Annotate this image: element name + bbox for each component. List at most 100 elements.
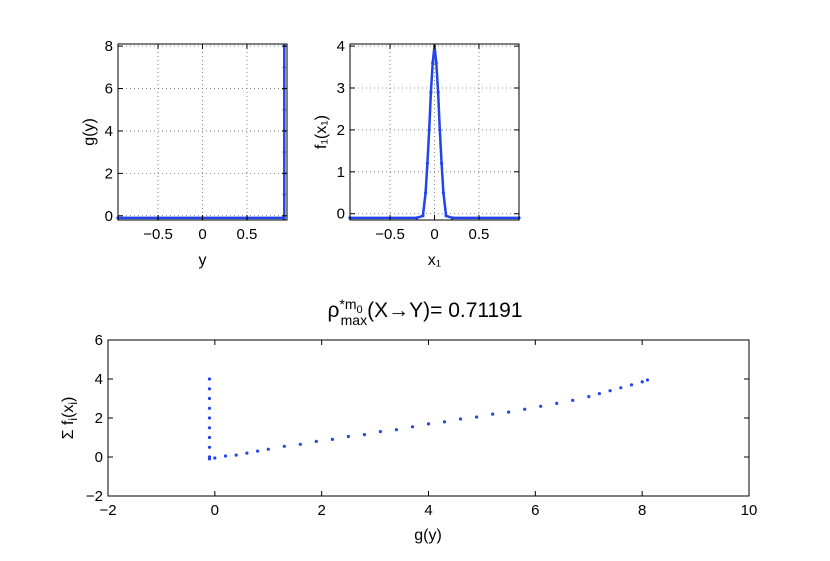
data-point [282,108,286,112]
data-point [362,433,366,437]
x-tick-label: 4 [424,502,432,519]
y-tick-label: 2 [95,410,103,427]
data-point [282,65,286,69]
data-point [436,90,440,94]
data-point [629,383,634,387]
y-tick-label: 3 [337,80,345,97]
data-point [434,61,438,65]
y-tick-label: 0 [95,449,103,466]
plot3-ticks: −2 0 2 4 6 8 10 −2 0 2 4 6 [86,332,757,519]
data-point [539,404,543,408]
plot3-ylabel: Σ fi(xi) [60,397,80,440]
data-point [555,401,559,405]
data-point [256,449,260,453]
data-point [298,442,302,446]
subplot-g-of-y: −0.5 0 0.5 0 2 4 6 8 y g(y) [81,38,288,269]
data-point [207,396,212,401]
data-point [458,417,463,421]
data-point [523,407,527,411]
data-point [619,386,623,390]
plot1-data-series [116,44,286,220]
data-point [378,430,382,434]
data-point [442,420,447,424]
plot1-ylabel: g(y) [81,118,98,146]
data-point [429,90,433,94]
y-tick-label: 0 [337,206,345,223]
data-point [330,437,334,441]
y-tick-label: 6 [105,81,113,98]
title-expression: (X→Y)= 0.71191 [367,299,522,322]
data-point [424,191,428,195]
data-point [394,428,398,432]
title-superscript-star-m: *m [339,296,356,312]
data-point [282,216,286,220]
x-tick-label: −0.5 [375,226,405,243]
data-point [645,378,650,382]
x-tick-label: 0.5 [237,226,258,243]
data-point [441,191,445,195]
plot1-xlabel: y [199,252,207,269]
series-line [118,46,286,220]
plot3-axes-box [107,339,750,497]
x-tick-label: −2 [99,502,116,519]
y-tick-label: 2 [337,122,345,139]
data-point [426,422,431,426]
data-point [282,150,286,154]
plot2-grid [350,44,519,220]
data-point [207,387,212,391]
title-sub-zero: 0 [357,304,363,316]
x-tick-label: 10 [741,502,758,519]
y-tick-label: 4 [105,123,113,140]
ylabel-sub-i-1: i [66,418,80,421]
data-point [346,434,350,439]
data-point [450,216,454,220]
data-point [410,425,415,429]
plot1-ticks: −0.5 0 0.5 0 2 4 6 8 [105,38,287,243]
x-tick-label: 2 [317,502,325,519]
y-tick-label: 0 [105,208,113,225]
y-tick-label: 2 [105,165,113,182]
plot2-xlabel: x₁ [428,252,441,269]
data-point [571,398,575,402]
data-point [421,214,425,218]
plot3-data-series [207,377,650,461]
data-point [597,392,602,396]
plot2-ylabel: f₁(x₁) [313,115,330,149]
data-point [608,389,612,393]
data-point [282,193,286,197]
title-rho: ρ [327,299,339,322]
data-point [207,435,212,440]
data-point [640,380,644,384]
data-point [207,426,212,430]
data-point [213,456,217,460]
y-tick-label: 4 [95,371,103,388]
x-tick-label: 6 [531,502,539,519]
data-point [207,445,212,449]
data-point [282,444,286,448]
y-tick-label: 6 [95,332,103,349]
plot3-xlabel: g(y) [414,527,442,544]
title-subscript-max: max [341,312,367,328]
data-point [587,395,591,399]
plot2-ticks: −0.5 0 0.5 0 1 2 3 4 [337,38,519,243]
plot1-grid [118,44,287,220]
y-tick-label: 4 [337,38,345,55]
data-point [207,457,212,461]
data-point [440,161,444,165]
subplot-f1-of-x1: −0.5 0 0.5 0 1 2 3 4 x₁ f₁(x₁) [313,38,521,269]
y-tick-label: 8 [105,38,113,55]
data-point [415,216,419,220]
data-point [314,439,318,443]
y-tick-label: −2 [86,488,103,505]
y-tick-label: 1 [337,164,345,181]
data-point [266,447,270,451]
x-tick-label: 0.5 [469,226,490,243]
data-point [425,161,429,165]
ylabel-close-paren: ) [60,397,77,402]
x-tick-label: −0.5 [143,226,173,243]
data-point [444,214,448,218]
data-point [245,451,249,455]
data-point [234,453,238,457]
